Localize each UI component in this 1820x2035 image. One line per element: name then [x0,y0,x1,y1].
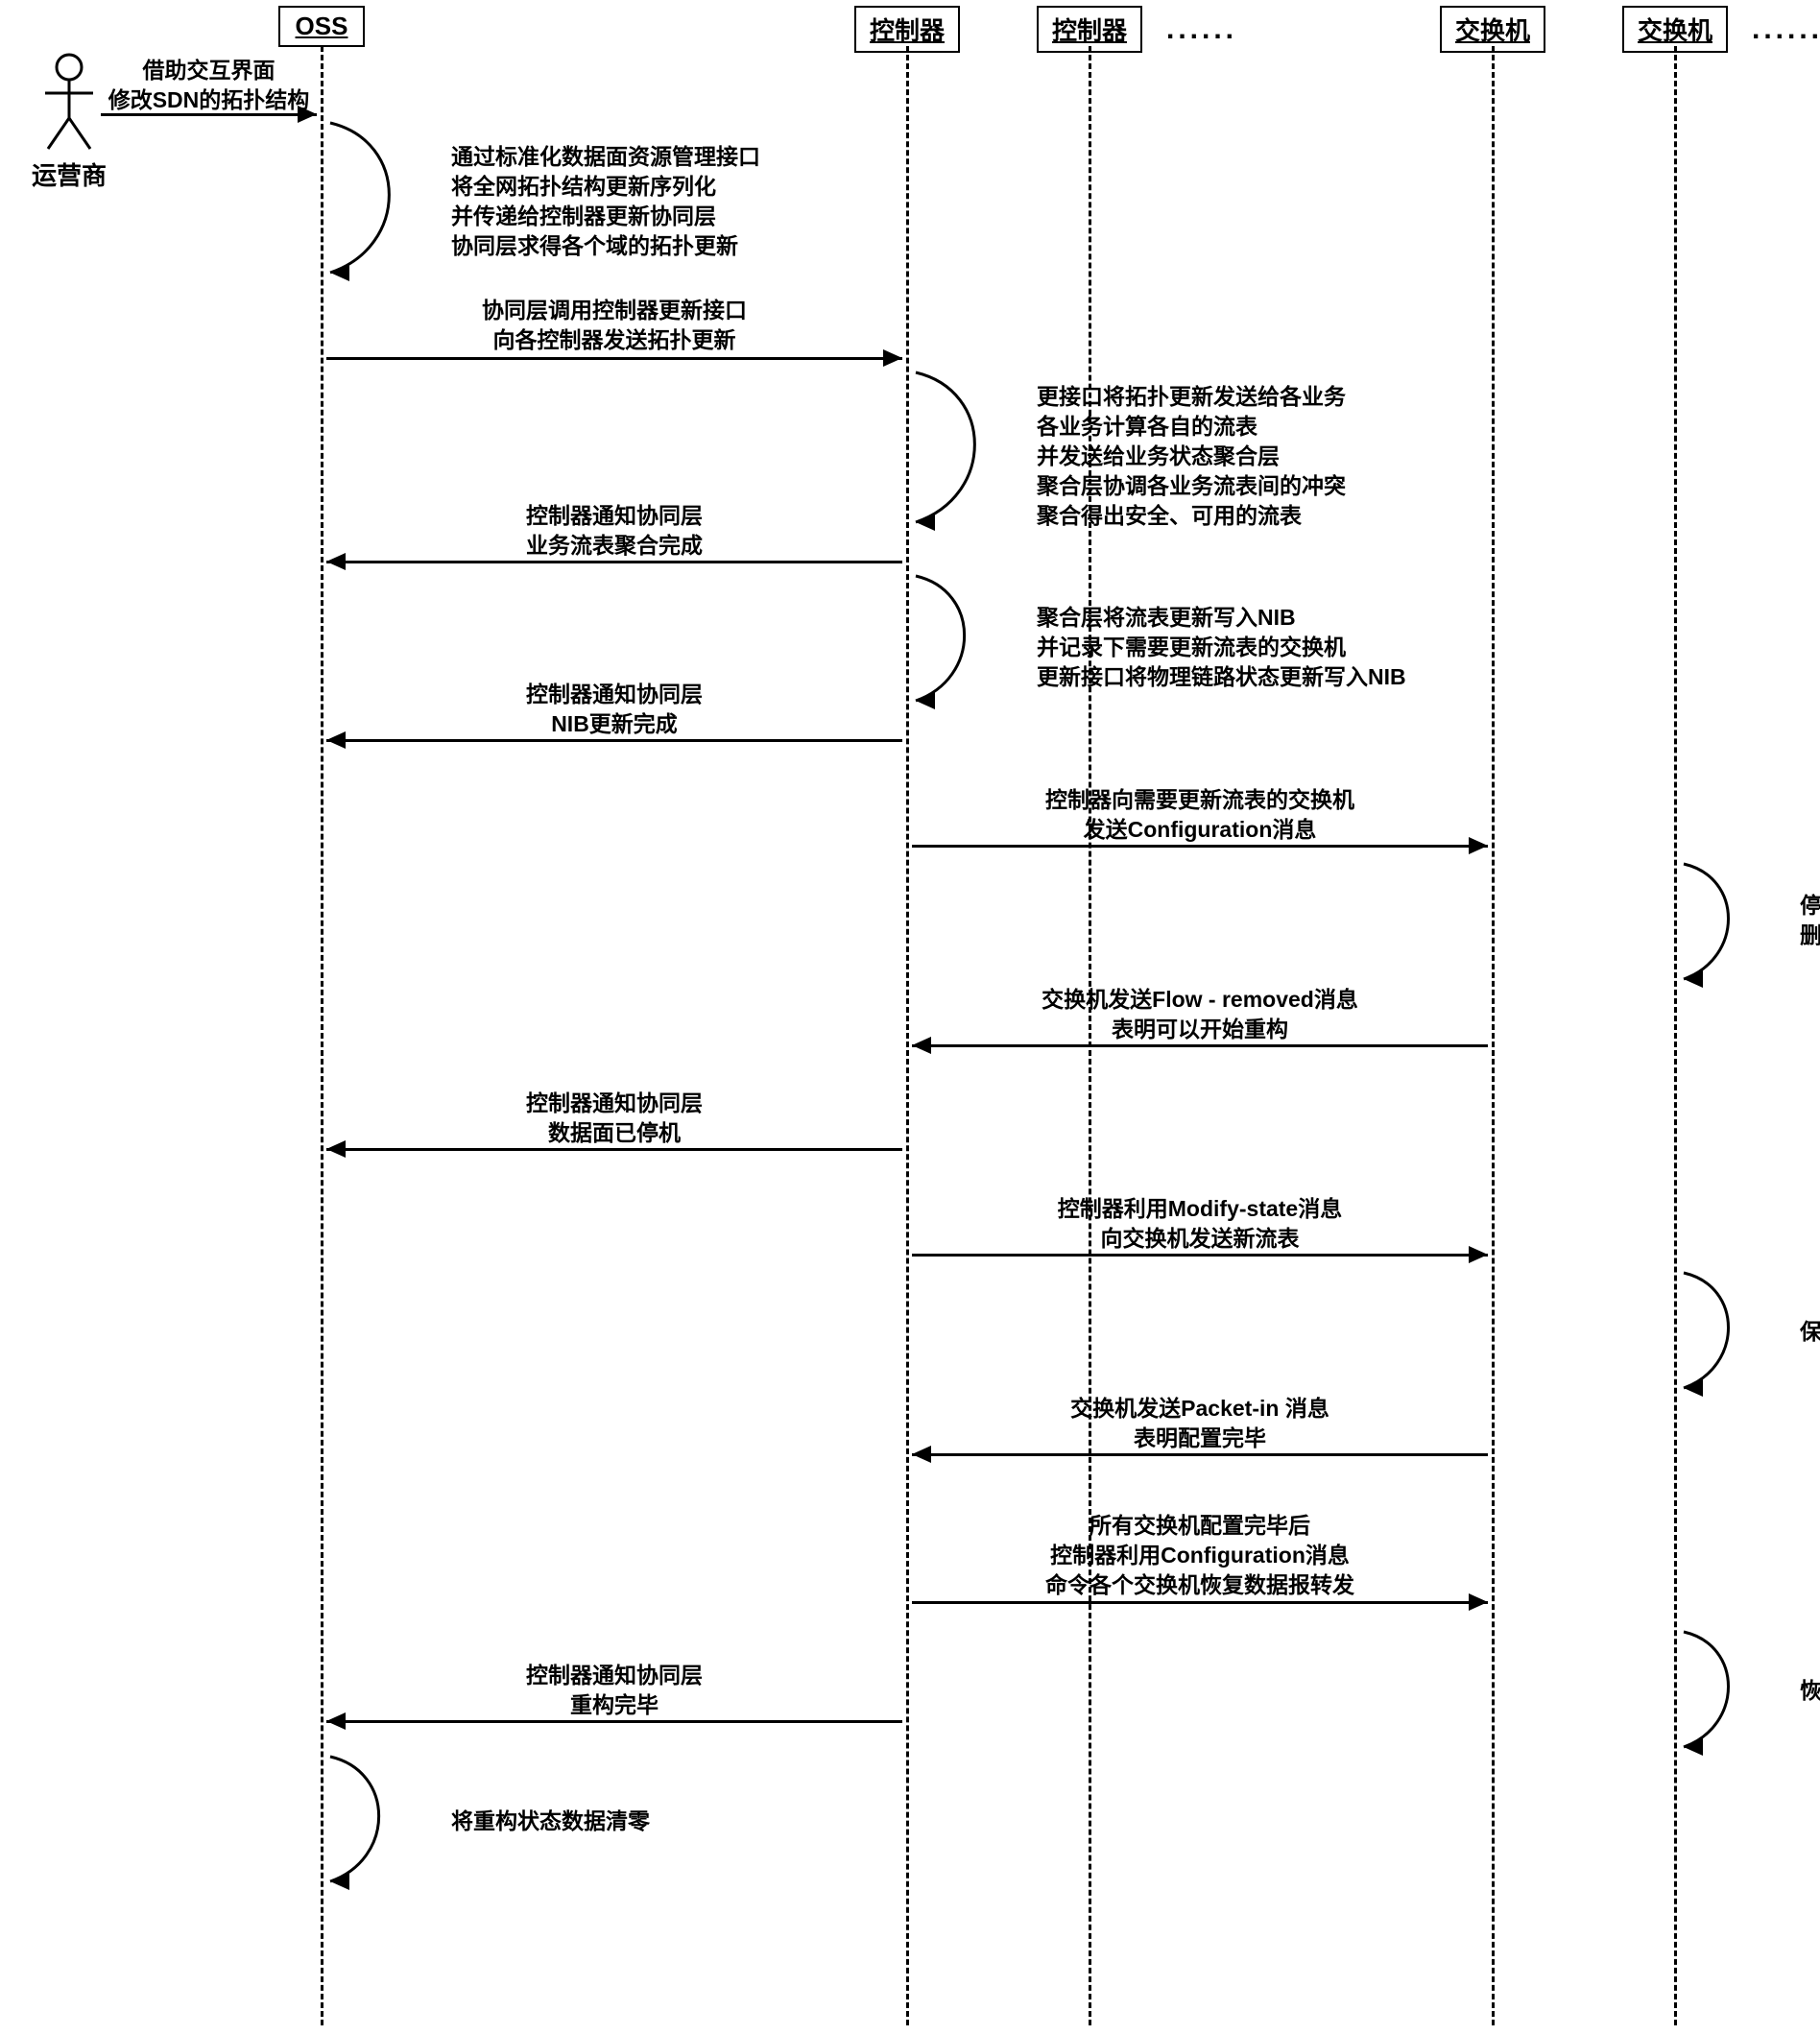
message-label: 控制器通知协同层数据面已停机 [365,1089,864,1148]
arrow-head-icon [883,349,902,367]
message-arrow [326,357,902,360]
message-arrow [326,1720,902,1723]
self-message-arc [326,1753,419,1902]
arrow-head-icon [326,731,346,749]
message-arrow [912,1044,1488,1047]
message-label: 聚合层将流表更新写入NIB并记录下需要更新流表的交换机更新接口将物理链路状态更新… [1037,603,1406,692]
message-arrow [326,561,902,563]
message-label: 交换机发送Flow - removed消息表明可以开始重构 [950,985,1449,1044]
message-label: 恢复数据转发 [1800,1676,1820,1706]
message-label: 协同层调用控制器更新接口向各控制器发送拓扑更新 [365,296,864,355]
arrow-head-icon [326,553,346,570]
arrow-head-icon [1469,1593,1488,1611]
message-arrow [326,1148,902,1151]
arrow-head-icon [912,1037,931,1054]
message-label: 更接口将拓扑更新发送给各业务各业务计算各自的流表并发送给业务状态聚合层聚合层协调… [1037,382,1346,531]
arrow-head-icon [1469,1246,1488,1263]
message-label: 停止转发数据报删除全部流表 [1800,891,1820,950]
message-label: 控制器通知协同层业务流表聚合完成 [365,501,864,561]
message-arrow [912,1601,1488,1604]
ellipsis: ...... [1752,13,1820,46]
arrow-head-icon [1469,837,1488,854]
self-message-arc [1680,1628,1766,1767]
arrow-head-icon [912,1446,931,1463]
message-label: 保存新流表 [1800,1317,1820,1347]
arrow-head-icon [326,1712,346,1730]
actor-label: 运营商 [26,156,112,192]
message-label: 借助交互界面修改SDN的拓扑结构 [0,56,459,115]
message-label: 控制器向需要更新流表的交换机发送Configuration消息 [950,785,1449,845]
self-message-arc [1680,860,1766,999]
self-message-arc [326,119,432,293]
message-arrow [912,845,1488,848]
message-label: 所有交换机配置完毕后控制器利用Configuration消息命令各个交换机恢复数… [950,1511,1449,1600]
lifeline-box-oss: OSS [278,6,365,47]
ellipsis: ...... [1166,13,1237,46]
message-label: 控制器通知协同层重构完毕 [365,1661,864,1720]
message-label: 控制器通知协同层NIB更新完成 [365,680,864,739]
self-message-arc [912,369,1018,542]
lifeline-oss [321,46,323,2025]
message-label: 控制器利用Modify-state消息向交换机发送新流表 [950,1194,1449,1254]
lifeline-sw2 [1674,46,1677,2025]
self-message-arc [1680,1269,1766,1408]
self-message-arc [912,572,1004,721]
message-label: 交换机发送Packet-in 消息表明配置完毕 [950,1394,1449,1453]
arrow-head-icon [326,1140,346,1158]
message-label: 将重构状态数据清零 [451,1807,650,1836]
message-arrow [912,1254,1488,1257]
lifeline-ctrl1 [906,46,909,2025]
message-arrow [912,1453,1488,1456]
lifeline-sw1 [1492,46,1495,2025]
message-label: 通过标准化数据面资源管理接口将全网拓扑结构更新序列化并传递给控制器更新协同层协同… [451,142,760,261]
message-arrow [326,739,902,742]
